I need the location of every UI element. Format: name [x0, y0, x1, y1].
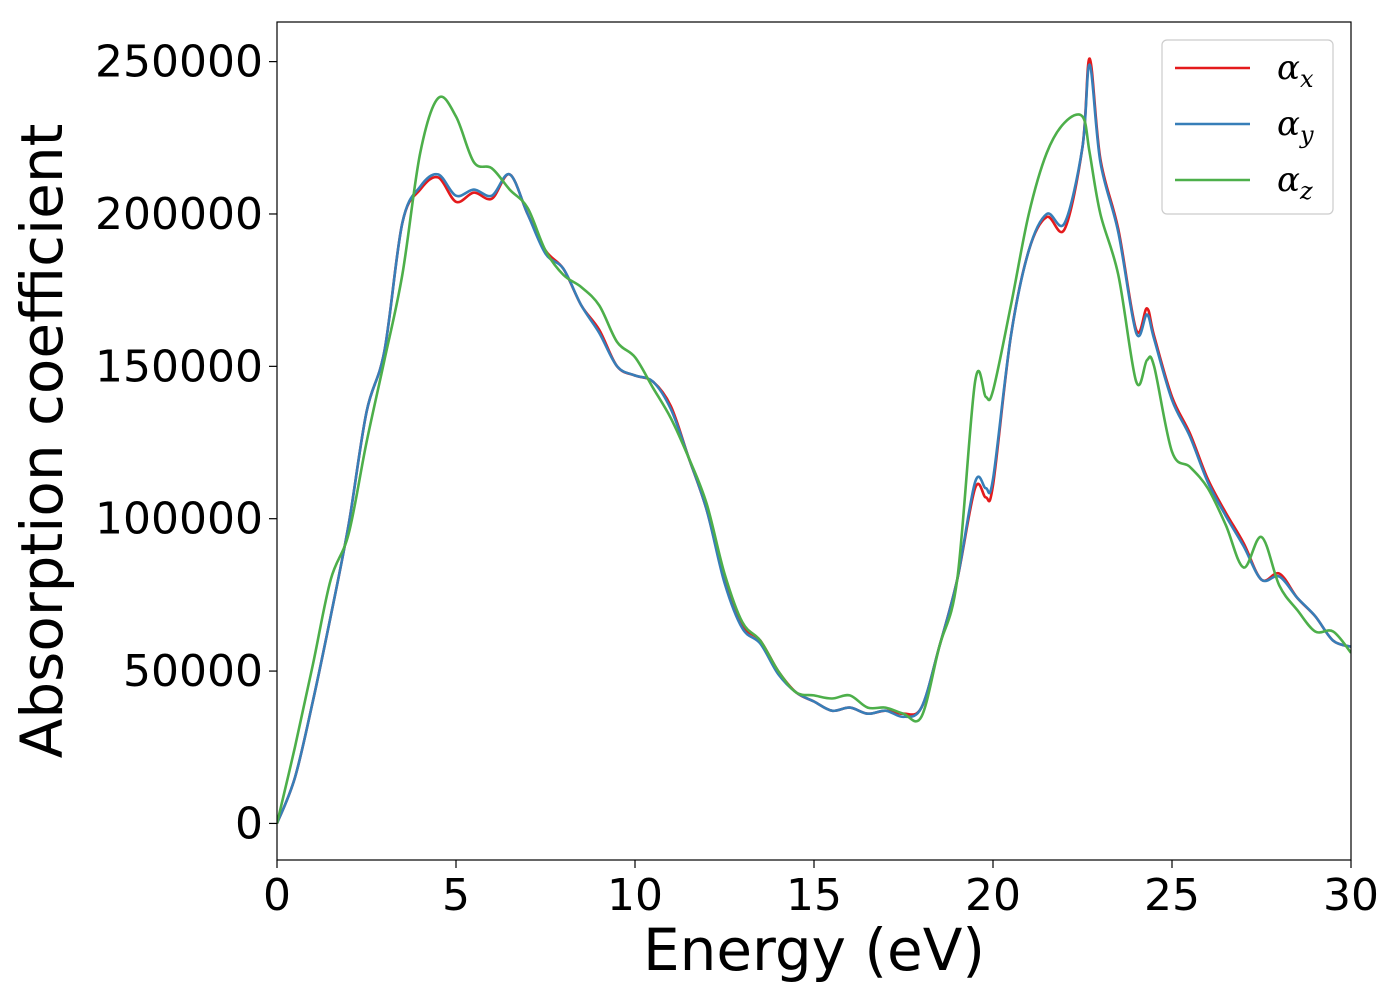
x-axis-ticks: 0 5 10 15 20 25 30	[263, 860, 1379, 921]
y-tick-label: 100000	[95, 494, 263, 545]
y-axis-label: Absorption coefficient	[8, 124, 76, 759]
legend-frame	[1161, 39, 1334, 215]
x-tick-label: 10	[607, 870, 663, 921]
series-line-alpha-y	[277, 63, 1351, 824]
legend-subscript: y	[1299, 121, 1314, 149]
legend-label-alpha-x: αx	[1277, 48, 1314, 93]
y-tick-label: 150000	[95, 341, 263, 392]
series-layer	[277, 57, 1351, 824]
x-tick-label: 15	[786, 870, 842, 921]
legend-symbol: α	[1277, 104, 1300, 144]
x-tick-label: 0	[263, 870, 291, 921]
legend-symbol: α	[1277, 48, 1300, 88]
x-tick-label: 30	[1323, 870, 1379, 921]
x-axis-label: Energy (eV)	[643, 916, 985, 984]
legend-subscript: x	[1300, 65, 1314, 93]
y-tick-label: 0	[235, 798, 263, 849]
x-tick-label: 5	[442, 870, 470, 921]
legend-subscript: z	[1299, 177, 1313, 205]
legend-label-alpha-y: αy	[1277, 104, 1314, 149]
x-tick-label: 25	[1144, 870, 1200, 921]
y-tick-label: 250000	[95, 37, 263, 88]
legend-symbol: α	[1277, 160, 1300, 200]
y-tick-label: 50000	[123, 646, 263, 697]
y-tick-label: 200000	[95, 189, 263, 240]
series-line-alpha-z	[277, 95, 1351, 824]
legend-label-alpha-z: αz	[1277, 160, 1313, 205]
y-axis-ticks: 0 50000 100000 150000 200000 250000	[95, 37, 277, 849]
x-tick-label: 20	[965, 870, 1021, 921]
